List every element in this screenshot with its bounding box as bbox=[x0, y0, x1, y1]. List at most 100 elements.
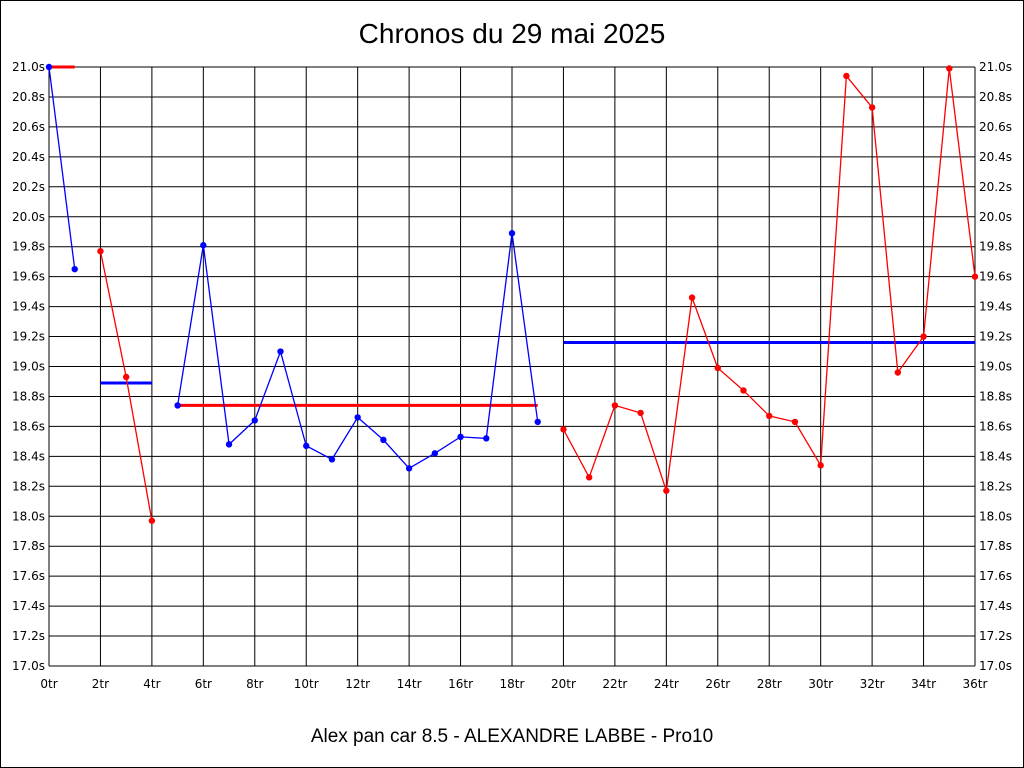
y-tick-label-right: 19.2s bbox=[979, 330, 1012, 344]
y-tick-label-left: 18.6s bbox=[12, 419, 45, 433]
y-tick-label-right: 17.8s bbox=[979, 539, 1012, 553]
x-tick-label: 10tr bbox=[294, 677, 319, 691]
data-point bbox=[431, 450, 439, 457]
data-point bbox=[405, 465, 413, 472]
data-point bbox=[920, 333, 927, 340]
data-point bbox=[225, 441, 233, 448]
chart-subtitle: Alex pan car 8.5 - ALEXANDRE LABBE - Pro… bbox=[311, 726, 713, 747]
y-tick-label-right: 17.0s bbox=[979, 659, 1012, 673]
data-point bbox=[560, 426, 567, 433]
series-lines bbox=[45, 63, 979, 524]
y-tick-label-right: 20.4s bbox=[979, 150, 1012, 164]
x-tick-label: 0tr bbox=[40, 677, 57, 691]
x-tick-label: 14tr bbox=[397, 677, 422, 691]
y-tick-label-left: 17.4s bbox=[12, 599, 45, 613]
data-point bbox=[71, 265, 78, 273]
y-tick-label-left: 19.8s bbox=[12, 240, 45, 254]
y-tick-label-left: 18.8s bbox=[12, 389, 45, 403]
y-tick-label-left: 18.2s bbox=[12, 479, 45, 493]
x-tick-label: 20tr bbox=[551, 677, 576, 691]
x-tick-label: 26tr bbox=[705, 677, 730, 691]
series-line bbox=[48, 66, 76, 270]
data-point bbox=[843, 72, 850, 80]
data-point bbox=[791, 418, 799, 426]
data-point bbox=[277, 348, 284, 355]
y-tick-label-right: 18.8s bbox=[979, 389, 1012, 403]
y-tick-label-right: 18.2s bbox=[979, 479, 1012, 493]
y-tick-label-left: 20.2s bbox=[12, 180, 45, 194]
x-tick-label: 30tr bbox=[808, 677, 833, 691]
data-point bbox=[946, 65, 953, 72]
data-point bbox=[766, 412, 773, 420]
y-tick-label-right: 20.8s bbox=[979, 90, 1012, 104]
data-point bbox=[740, 387, 747, 394]
data-point bbox=[354, 414, 361, 421]
x-tick-label: 2tr bbox=[92, 677, 109, 691]
data-point bbox=[45, 63, 53, 71]
data-point bbox=[663, 487, 670, 494]
x-tick-label: 34tr bbox=[911, 677, 936, 691]
x-tick-label: 18tr bbox=[500, 677, 525, 691]
tick-labels: 0tr 2tr 4tr 6tr 8tr 10tr 12tr 14tr 16tr 18tr 20tr 2… bbox=[12, 60, 1012, 691]
y-tick-label-right: 21.0s bbox=[979, 60, 1012, 74]
y-tick-label-left: 20.4s bbox=[12, 150, 45, 164]
y-tick-label-right: 17.6s bbox=[979, 569, 1012, 583]
x-tick-label: 22tr bbox=[602, 677, 627, 691]
y-tick-label-left: 19.6s bbox=[12, 270, 45, 284]
data-point bbox=[585, 474, 593, 481]
data-point bbox=[148, 517, 156, 524]
y-tick-label-left: 18.0s bbox=[12, 509, 45, 523]
y-tick-label-right: 20.6s bbox=[979, 120, 1012, 134]
y-tick-label-right: 19.4s bbox=[979, 300, 1012, 314]
x-tick-label: 16tr bbox=[448, 677, 473, 691]
series-line bbox=[99, 251, 153, 521]
y-tick-label-left: 20.6s bbox=[12, 120, 45, 134]
y-tick-label-left: 17.8s bbox=[12, 539, 45, 553]
y-tick-label-right: 19.8s bbox=[979, 240, 1012, 254]
y-tick-label-right: 18.0s bbox=[979, 509, 1012, 523]
y-tick-label-right: 19.6s bbox=[979, 270, 1012, 284]
y-tick-label-left: 17.2s bbox=[12, 629, 45, 643]
y-tick-label-left: 20.8s bbox=[12, 90, 45, 104]
data-point bbox=[303, 442, 310, 450]
data-point bbox=[534, 418, 541, 426]
chart-title: Chronos du 29 mai 2025 bbox=[359, 18, 666, 49]
y-tick-label-right: 17.2s bbox=[979, 629, 1012, 643]
data-point bbox=[611, 402, 619, 409]
y-tick-label-left: 19.0s bbox=[12, 360, 45, 374]
data-point bbox=[457, 433, 464, 441]
y-tick-label-left: 17.0s bbox=[12, 659, 45, 673]
data-point bbox=[714, 364, 721, 372]
y-tick-label-left: 21.0s bbox=[12, 60, 45, 74]
y-tick-label-right: 20.0s bbox=[979, 210, 1012, 224]
data-point bbox=[508, 230, 516, 237]
data-point bbox=[380, 436, 387, 444]
data-point bbox=[328, 456, 336, 463]
grid bbox=[48, 66, 976, 667]
x-tick-label: 8tr bbox=[246, 677, 263, 691]
data-point bbox=[122, 373, 130, 381]
y-tick-label-left: 18.4s bbox=[12, 449, 45, 463]
data-point bbox=[688, 294, 696, 301]
y-tick-label-right: 20.2s bbox=[979, 180, 1012, 194]
y-tick-label-right: 19.0s bbox=[979, 360, 1012, 374]
y-tick-label-left: 20.0s bbox=[12, 210, 45, 224]
x-tick-label: 36tr bbox=[963, 677, 988, 691]
data-point bbox=[971, 273, 979, 280]
y-tick-label-left: 19.2s bbox=[12, 330, 45, 344]
data-point bbox=[817, 462, 824, 469]
data-point bbox=[97, 247, 104, 255]
data-point bbox=[483, 435, 490, 442]
y-tick-label-left: 17.6s bbox=[12, 569, 45, 583]
x-tick-label: 24tr bbox=[654, 677, 679, 691]
y-tick-label-right: 17.4s bbox=[979, 599, 1012, 613]
data-point bbox=[894, 369, 902, 376]
y-tick-label-right: 18.6s bbox=[979, 419, 1012, 433]
y-tick-label-left: 19.4s bbox=[12, 300, 45, 314]
average-lines bbox=[49, 65, 975, 407]
y-tick-label-right: 18.4s bbox=[979, 449, 1012, 463]
data-point bbox=[868, 104, 876, 111]
data-point bbox=[637, 409, 644, 417]
data-point bbox=[174, 402, 181, 409]
